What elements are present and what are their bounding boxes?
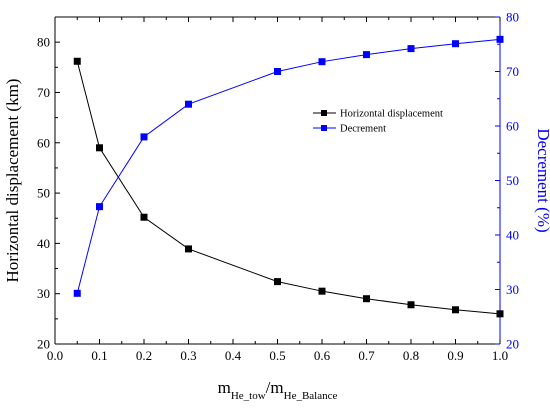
y-tick-label: 80 <box>37 35 50 50</box>
y-tick-label: 70 <box>37 85 50 100</box>
series-2-point <box>452 40 459 48</box>
series-1-point <box>96 144 103 152</box>
x-axis-title-sep: /m <box>266 378 284 397</box>
y2-tick-label: 60 <box>506 119 519 134</box>
y-tick-label: 30 <box>37 286 50 301</box>
legend: Horizontal displacement Decrement <box>313 109 443 135</box>
y2-tick-label: 70 <box>506 64 519 79</box>
x-tick-label: 0.8 <box>403 348 419 363</box>
x-axis-ticks: 0.0 0.1 0.2 0.3 0.4 0.5 0.6 0.7 0.8 0.9 1.0 <box>47 17 508 363</box>
x-tick-label: 0.2 <box>136 348 152 363</box>
series-2-point <box>496 35 504 43</box>
series-1-point <box>318 287 326 295</box>
series-1-point <box>140 213 148 221</box>
y-tick-label: 50 <box>37 186 50 201</box>
y2-tick-label: 50 <box>506 173 519 188</box>
x-tick-label: 1.0 <box>492 348 508 363</box>
x-axis-title-sub2: He_Balance <box>284 390 338 402</box>
x-tick-label: 0.3 <box>180 348 196 363</box>
series-2-point <box>185 100 192 108</box>
series-2-point <box>407 45 415 53</box>
plot-frame <box>54 16 501 345</box>
y-tick-label: 40 <box>37 236 50 251</box>
x-tick-label: 0.6 <box>314 348 331 363</box>
x-axis-title-sub1: He_tow <box>231 390 266 402</box>
x-tick-label: 0.4 <box>225 348 242 363</box>
x-tick-label: 0.5 <box>269 348 285 363</box>
x-tick-label: 0.1 <box>91 348 107 363</box>
y-tick-label: 60 <box>37 135 50 150</box>
series-2-point <box>96 203 103 211</box>
series-1-point <box>496 310 504 318</box>
x-axis-title-main: m <box>218 378 231 397</box>
series-layer <box>73 35 504 318</box>
y-axis-ticks: 20 30 40 50 60 70 80 <box>37 16 60 352</box>
x-axis-title: mHe_tow/mHe_Balance <box>218 378 338 402</box>
x-tick-label: 0.0 <box>47 348 63 363</box>
series-1-point <box>73 57 81 65</box>
legend-label: Decrement <box>340 124 386 135</box>
series-2-point <box>274 68 281 75</box>
series-1-point <box>274 278 281 286</box>
series-2-point <box>140 133 148 141</box>
series-1-point <box>185 245 192 253</box>
series-1-point <box>363 295 370 303</box>
y2-tick-label: 80 <box>506 10 519 25</box>
x-tick-label: 0.9 <box>447 348 463 363</box>
y2-axis-ticks: 20 30 40 50 60 70 80 <box>495 10 519 352</box>
y-tick-label: 20 <box>37 337 50 352</box>
series-2-point <box>73 289 81 297</box>
y2-tick-label: 30 <box>506 282 519 297</box>
y2-axis-title: Decrement (%) <box>534 128 550 232</box>
y2-tick-label: 20 <box>506 337 519 352</box>
legend-marker <box>321 110 327 116</box>
series-line-1 <box>76 61 501 315</box>
series-1-point <box>407 301 415 309</box>
y-axis-title: Horizontal displacement (km) <box>3 79 22 283</box>
x-tick-label: 0.7 <box>358 348 375 363</box>
series-line-2 <box>76 38 501 294</box>
series-2-point <box>318 58 326 66</box>
legend-label: Horizontal displacement <box>340 109 443 120</box>
series-2-point <box>363 51 370 59</box>
series-1-point <box>452 306 459 314</box>
y2-tick-label: 40 <box>506 228 519 243</box>
legend-marker <box>321 125 327 131</box>
